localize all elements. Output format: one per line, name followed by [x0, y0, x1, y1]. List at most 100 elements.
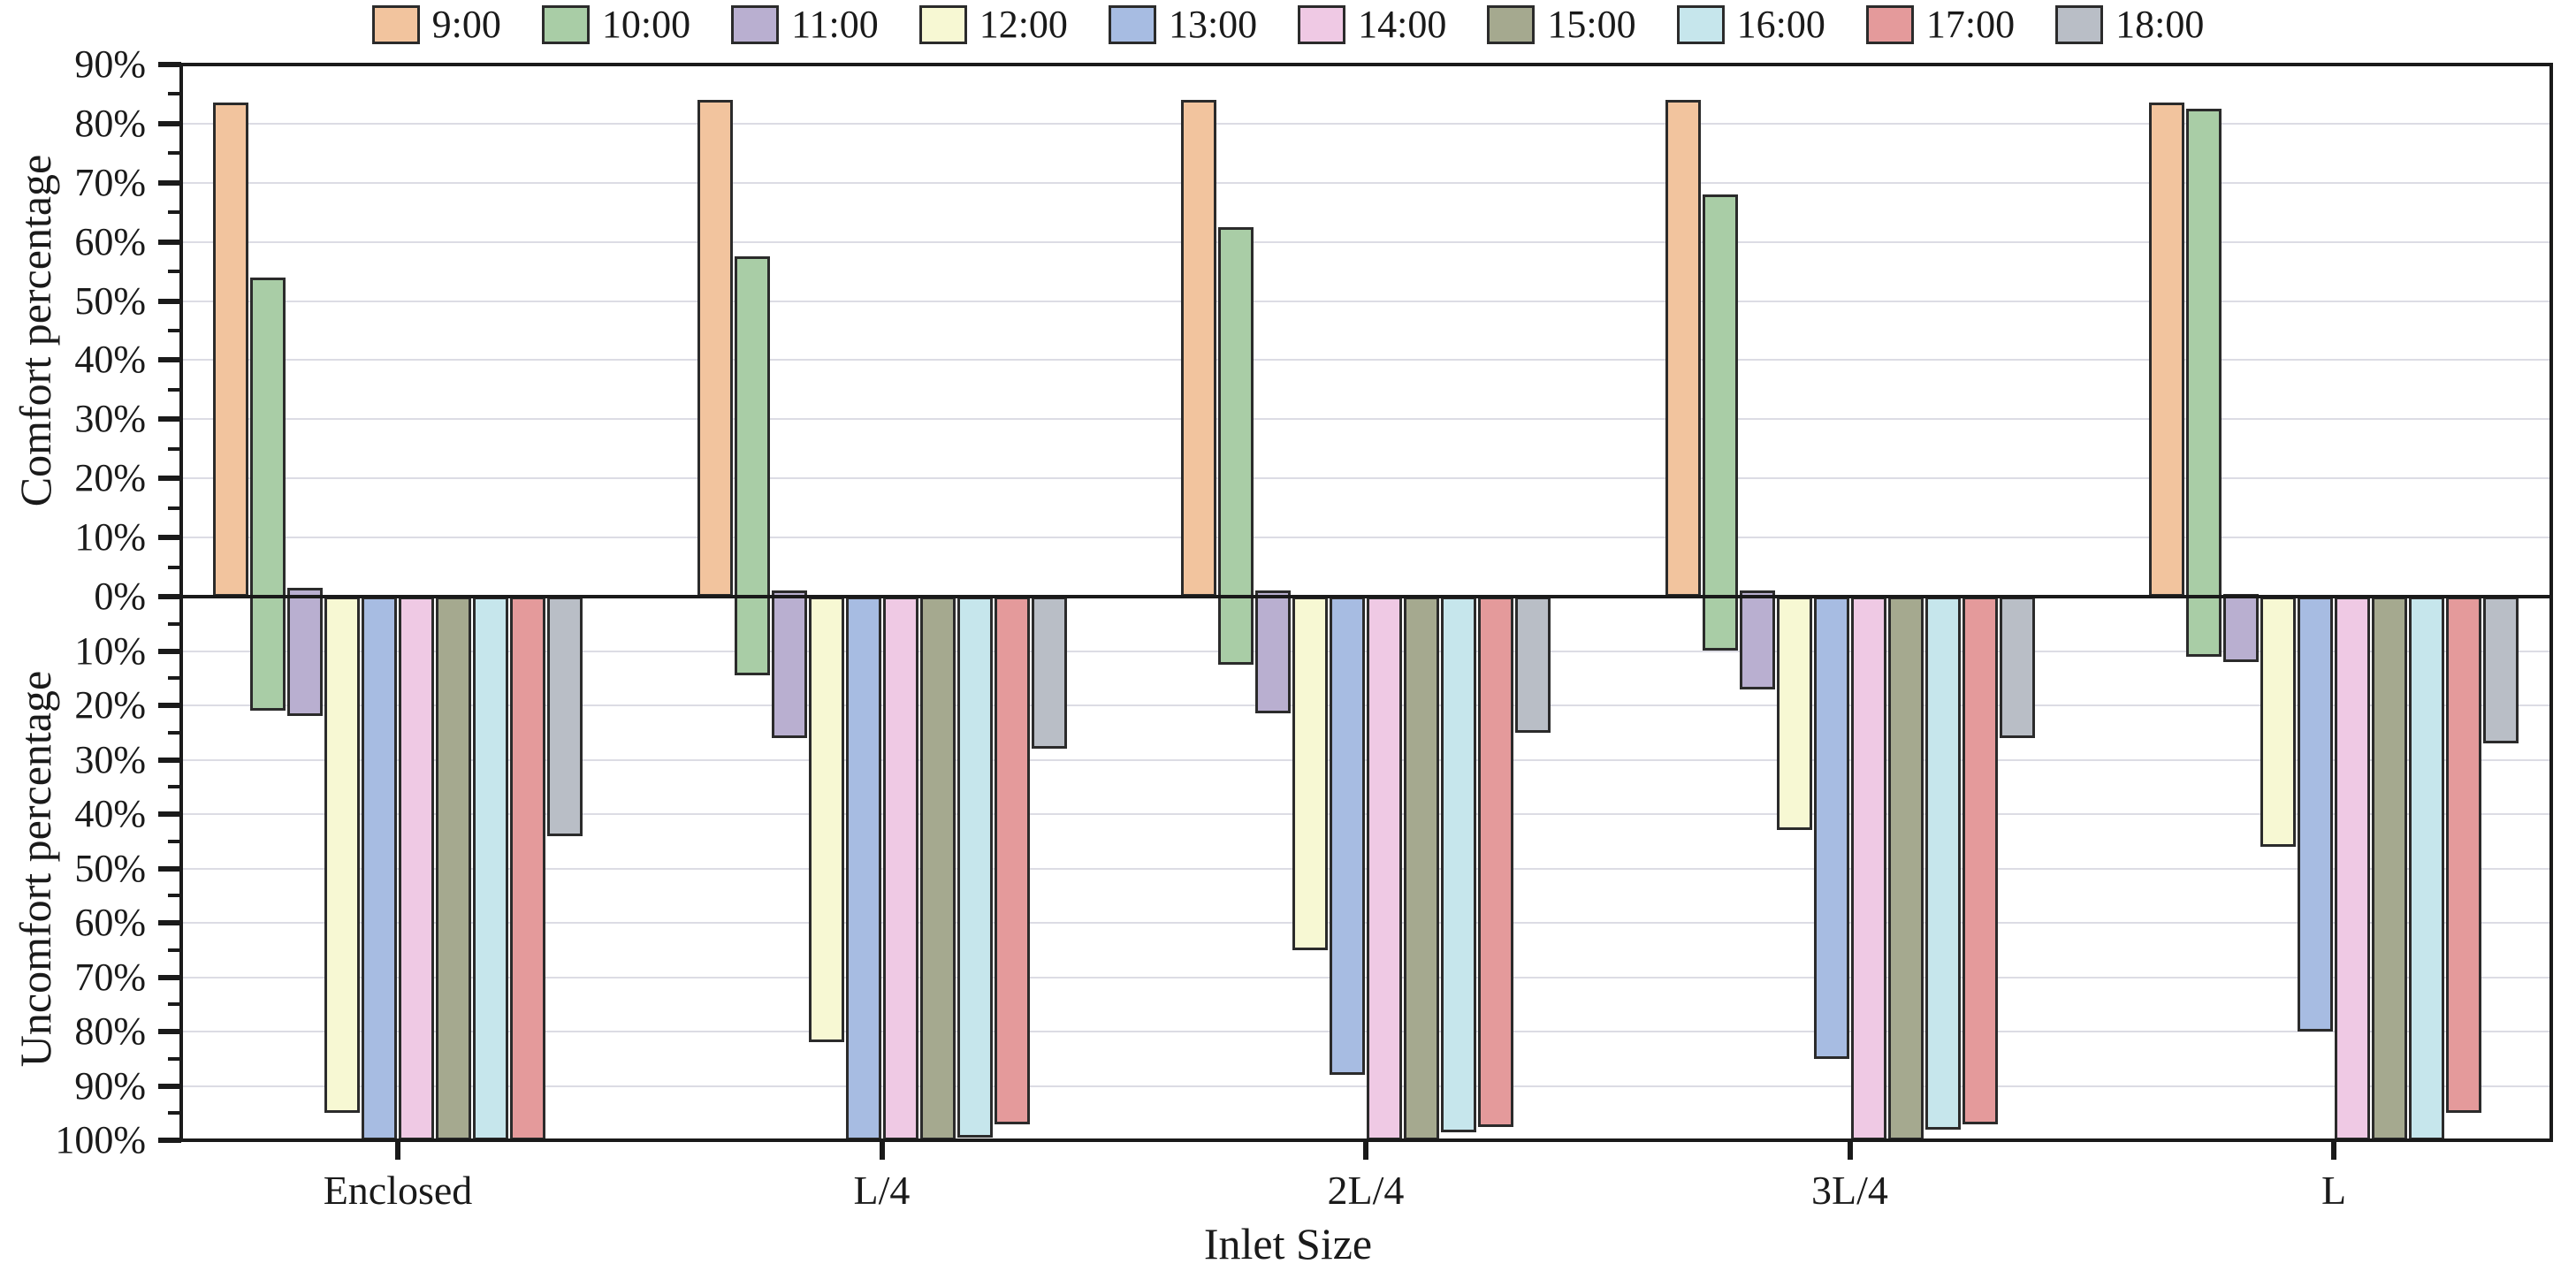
legend-label-1800: 18:00 — [2115, 3, 2205, 46]
bar-1300-3L/4 — [1813, 597, 1849, 1059]
ytick-uncomfort-85 — [168, 1056, 181, 1061]
bar-1700-3L/4 — [1962, 597, 1998, 1124]
ytick-comfort-75 — [168, 151, 181, 156]
legend-label-1200: 12:00 — [979, 3, 1068, 46]
ytick-label-uncomfort-30: 30% — [74, 737, 146, 781]
ytick-label-uncomfort-70: 70% — [74, 955, 146, 999]
legend-swatch-1800 — [2055, 5, 2104, 44]
ytick-label-uncomfort-60: 60% — [74, 901, 146, 944]
ytick-uncomfort-100 — [158, 1138, 181, 1143]
legend-item-1300: 13:00 — [1108, 5, 1257, 44]
bar-900-L — [2149, 103, 2184, 597]
bar-900-2L/4 — [1181, 100, 1216, 597]
legend-item-1500: 15:00 — [1487, 3, 1636, 46]
ytick-label-comfort-90: 90% — [74, 42, 146, 86]
ytick-comfort-80 — [158, 120, 181, 126]
plot-border-top — [181, 63, 2551, 66]
gridline-comfort-30 — [181, 418, 2551, 421]
ytick-comfort-20 — [158, 476, 181, 482]
gridline-comfort-60 — [181, 240, 2551, 243]
ytick-label-uncomfort-10: 10% — [74, 628, 146, 673]
bar-1100-2L/4 — [1255, 590, 1291, 714]
ytick-comfort-85 — [168, 92, 181, 96]
bar-1400-L/4 — [882, 597, 918, 1140]
bar-1300-L/4 — [845, 597, 881, 1140]
legend-swatch-1600 — [1676, 5, 1725, 44]
bar-1000-3L/4 — [1702, 194, 1738, 651]
legend-swatch-1000 — [541, 5, 590, 44]
zero-line — [181, 595, 2551, 598]
ytick-comfort-5 — [168, 565, 181, 569]
x-axis-title: Inlet Size — [1203, 1219, 1373, 1264]
legend-label-1700: 17:00 — [1925, 3, 2016, 46]
category-label-Enclosed: Enclosed — [323, 1168, 473, 1213]
xtick-L — [2331, 1140, 2336, 1160]
legend-label-1500: 15:00 — [1547, 3, 1636, 46]
ytick-uncomfort-75 — [168, 1002, 181, 1007]
legend-item-1100: 11:00 — [731, 5, 879, 44]
ytick-label-comfort-80: 80% — [74, 101, 146, 145]
gridline-uncomfort-70 — [181, 976, 2551, 978]
gridline-uncomfort-90 — [181, 1085, 2551, 1087]
bar-1700-2L/4 — [1478, 597, 1513, 1127]
bar-1700-L/4 — [994, 597, 1030, 1124]
ytick-comfort-55 — [168, 270, 181, 274]
ytick-label-comfort-60: 60% — [74, 219, 146, 263]
ytick-uncomfort-40 — [158, 811, 181, 817]
bar-1000-Enclosed — [250, 277, 286, 712]
bar-1600-3L/4 — [1924, 597, 1961, 1130]
ytick-comfort-40 — [158, 357, 181, 363]
ytick-uncomfort-55 — [168, 894, 181, 898]
bar-1300-Enclosed — [362, 597, 397, 1140]
legend-item-1400: 14:00 — [1298, 5, 1446, 44]
legend-label-1100: 11:00 — [791, 3, 879, 46]
ytick-uncomfort-65 — [168, 948, 181, 952]
bar-1400-2L/4 — [1367, 597, 1402, 1140]
bar-1600-2L/4 — [1441, 597, 1476, 1132]
ytick-label-comfort-50: 50% — [74, 278, 146, 323]
gridline-uncomfort-40 — [181, 813, 2551, 815]
ytick-label-comfort-40: 40% — [74, 338, 146, 382]
legend-item-1700: 17:00 — [1865, 3, 2016, 46]
legend-label-1600: 16:00 — [1736, 3, 1825, 46]
ytick-label-comfort-70: 70% — [74, 160, 146, 204]
gridline-uncomfort-80 — [181, 1031, 2551, 1032]
xtick-Enclosed — [395, 1140, 400, 1160]
ytick-uncomfort-80 — [158, 1029, 181, 1034]
ytick-uncomfort-20 — [158, 703, 181, 708]
legend-label-900: 9:00 — [431, 3, 501, 46]
gridline-comfort-20 — [181, 477, 2551, 480]
gridline-comfort-80 — [181, 122, 2551, 125]
plot-border-right — [2549, 63, 2553, 1142]
gridline-uncomfort-10 — [181, 650, 2551, 652]
legend-swatch-1400 — [1298, 5, 1346, 44]
bar-1300-2L/4 — [1330, 597, 1365, 1076]
bar-1800-L — [2483, 597, 2519, 744]
ytick-uncomfort-45 — [168, 839, 181, 843]
bar-1200-Enclosed — [324, 597, 360, 1114]
ytick-comfort-50 — [158, 298, 181, 304]
gridline-uncomfort-20 — [181, 704, 2551, 706]
xtick-L/4 — [879, 1140, 885, 1160]
gridline-comfort-50 — [181, 300, 2551, 302]
ytick-uncomfort-10 — [158, 648, 181, 654]
bar-1000-L — [2186, 109, 2222, 657]
legend-label-1000: 10:00 — [601, 3, 691, 46]
category-label-L/4: L/4 — [853, 1168, 911, 1213]
gridline-uncomfort-60 — [181, 922, 2551, 924]
bar-900-L/4 — [697, 100, 733, 597]
ytick-label-comfort-10: 10% — [74, 515, 146, 560]
legend-item-1800: 18:00 — [2055, 5, 2204, 44]
bar-1200-L/4 — [808, 597, 844, 1043]
bar-1600-L/4 — [956, 597, 993, 1138]
plot-border-left — [179, 63, 183, 1142]
bar-1700-L — [2446, 597, 2481, 1114]
legend: 9:00 10:00 11:00 12:00 13:00 14:00 15:00 16:00 1… — [0, 5, 2576, 44]
ytick-label-comfort-20: 20% — [74, 456, 146, 500]
bar-1400-Enclosed — [399, 597, 434, 1140]
bar-1000-2L/4 — [1218, 226, 1254, 665]
bar-1100-L/4 — [771, 590, 807, 738]
ytick-comfort-35 — [168, 387, 181, 392]
